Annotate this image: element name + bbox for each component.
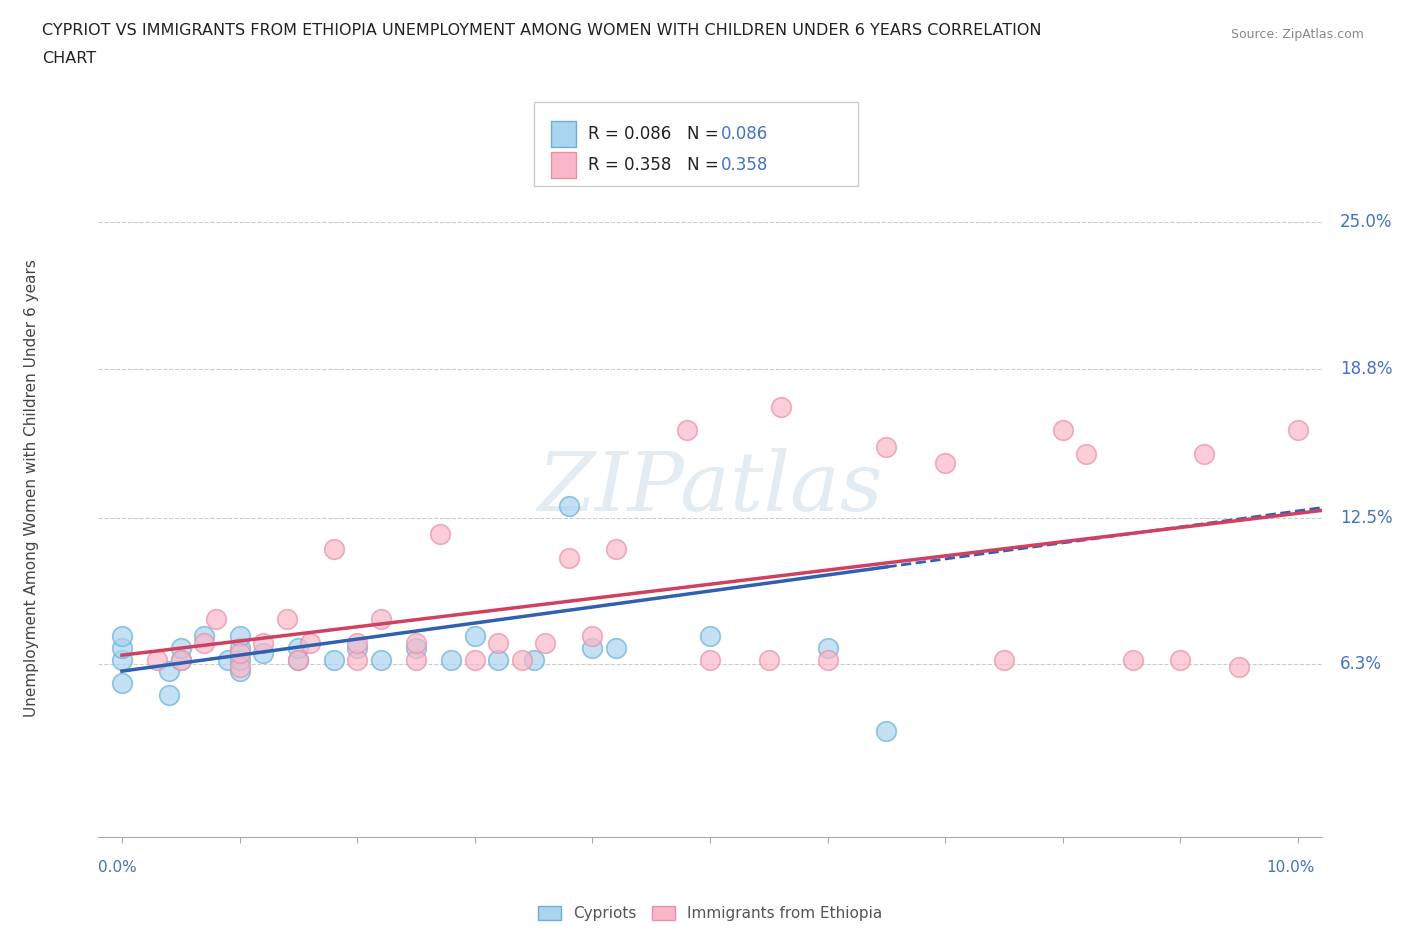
Point xyxy=(111,641,134,656)
Text: ZIPatlas: ZIPatlas xyxy=(537,448,883,528)
Point xyxy=(193,629,215,644)
Point xyxy=(534,636,557,651)
Point xyxy=(1076,446,1098,461)
Text: 18.8%: 18.8% xyxy=(1340,360,1392,378)
Point xyxy=(993,652,1015,667)
Point xyxy=(346,641,368,656)
Point xyxy=(276,612,298,627)
Text: 6.3%: 6.3% xyxy=(1340,656,1382,673)
Point xyxy=(581,629,603,644)
Point xyxy=(170,652,193,667)
Point xyxy=(1052,423,1074,438)
Text: 10.0%: 10.0% xyxy=(1267,860,1315,875)
Text: R = 0.086   N =: R = 0.086 N = xyxy=(588,126,724,143)
Point xyxy=(405,652,427,667)
Point xyxy=(370,652,392,667)
Point xyxy=(875,724,897,738)
Point xyxy=(170,652,193,667)
Text: 25.0%: 25.0% xyxy=(1340,213,1392,232)
Legend: Cypriots, Immigrants from Ethiopia: Cypriots, Immigrants from Ethiopia xyxy=(531,899,889,927)
Text: 0.086: 0.086 xyxy=(721,126,769,143)
Point xyxy=(817,641,839,656)
Point xyxy=(170,641,193,656)
Text: 0.0%: 0.0% xyxy=(98,860,138,875)
Point xyxy=(193,636,215,651)
Point xyxy=(287,652,309,667)
Point xyxy=(322,652,344,667)
Point xyxy=(605,541,627,556)
Point xyxy=(228,641,250,656)
Point xyxy=(111,676,134,691)
Point xyxy=(370,612,392,627)
Point xyxy=(1170,652,1192,667)
Point xyxy=(699,629,721,644)
Point xyxy=(111,652,134,667)
Point xyxy=(758,652,780,667)
Point xyxy=(252,645,274,660)
Point xyxy=(1122,652,1144,667)
Point xyxy=(464,629,486,644)
Point xyxy=(299,636,322,651)
Point xyxy=(1192,446,1215,461)
Point xyxy=(605,641,627,656)
Point xyxy=(510,652,533,667)
Point xyxy=(346,636,368,651)
Point xyxy=(217,652,239,667)
Point xyxy=(228,629,250,644)
Point xyxy=(252,636,274,651)
Point xyxy=(758,167,780,182)
Point xyxy=(205,612,228,627)
Point xyxy=(228,652,250,667)
Point xyxy=(405,641,427,656)
Point xyxy=(934,456,956,471)
Point xyxy=(405,636,427,651)
Point xyxy=(157,664,180,679)
Point xyxy=(581,641,603,656)
Text: Unemployment Among Women with Children Under 6 years: Unemployment Among Women with Children U… xyxy=(24,259,38,717)
Point xyxy=(440,652,463,667)
Point xyxy=(875,440,897,455)
Text: 12.5%: 12.5% xyxy=(1340,509,1392,526)
Point xyxy=(287,652,309,667)
Text: R = 0.358   N =: R = 0.358 N = xyxy=(588,156,724,174)
Point xyxy=(111,629,134,644)
Point xyxy=(699,652,721,667)
Point xyxy=(558,551,581,565)
Point xyxy=(558,498,581,513)
Text: CHART: CHART xyxy=(42,51,96,66)
Point xyxy=(675,423,697,438)
Point xyxy=(146,652,169,667)
Point xyxy=(228,664,250,679)
Text: Source: ZipAtlas.com: Source: ZipAtlas.com xyxy=(1230,28,1364,41)
Point xyxy=(429,527,451,542)
Point xyxy=(486,636,509,651)
Point xyxy=(464,652,486,667)
Point xyxy=(228,645,250,660)
Point xyxy=(486,652,509,667)
Point xyxy=(769,399,792,414)
Point xyxy=(287,641,309,656)
Point xyxy=(817,652,839,667)
Text: 0.358: 0.358 xyxy=(721,156,769,174)
Point xyxy=(228,659,250,674)
Point xyxy=(1227,659,1250,674)
Point xyxy=(322,541,344,556)
Text: CYPRIOT VS IMMIGRANTS FROM ETHIOPIA UNEMPLOYMENT AMONG WOMEN WITH CHILDREN UNDER: CYPRIOT VS IMMIGRANTS FROM ETHIOPIA UNEM… xyxy=(42,23,1042,38)
Point xyxy=(346,652,368,667)
Point xyxy=(1286,423,1309,438)
Point xyxy=(157,687,180,702)
Point xyxy=(523,652,546,667)
